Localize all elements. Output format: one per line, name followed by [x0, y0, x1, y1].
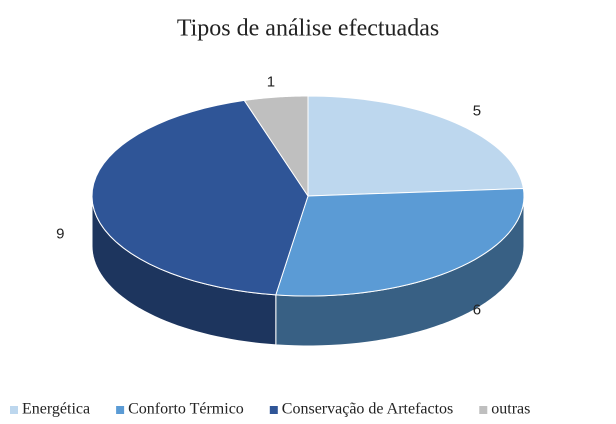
legend-swatch	[479, 406, 488, 414]
legend-label: Conservação de Artefactos	[282, 401, 453, 418]
slice	[243, 95, 309, 198]
data-label: 9	[56, 226, 64, 243]
data-label: 5	[473, 103, 481, 120]
slice	[307, 95, 525, 197]
legend-swatch	[10, 406, 18, 414]
data-label: 1	[267, 73, 275, 90]
slice	[275, 188, 525, 297]
chart-title: Tipos de análise efectuadas	[177, 16, 439, 42]
data-label: 6	[473, 301, 481, 318]
legend: Energética Conforto Térmico Conservação de…	[10, 401, 530, 418]
legend-label: Energética	[22, 401, 90, 418]
slice	[91, 99, 309, 296]
legend-swatch	[116, 406, 125, 414]
legend-label: Conforto Térmico	[128, 401, 244, 418]
legend-swatch	[269, 406, 278, 414]
legend-label: outras	[491, 401, 530, 418]
